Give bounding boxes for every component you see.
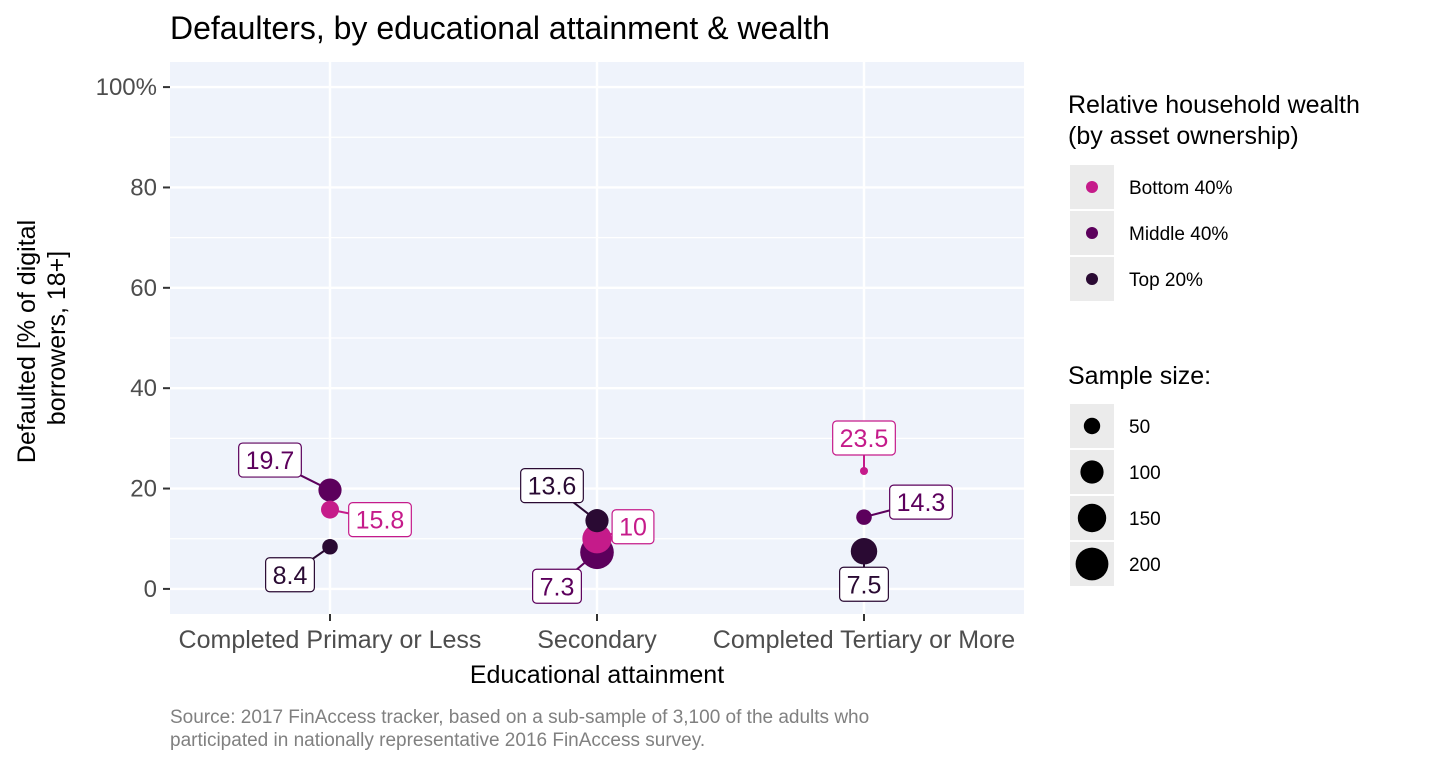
- y-tick-label: 80: [130, 174, 157, 201]
- legend-size-swatch: [1080, 460, 1104, 484]
- data-label-box: [238, 442, 302, 478]
- caption-line-2: participated in nationally representativ…: [170, 730, 705, 751]
- caption: Source: 2017 FinAccess tracker, based on…: [170, 707, 874, 751]
- data-label: 13.6: [528, 473, 577, 501]
- data-label-box: [889, 484, 953, 520]
- y-axis-title-line-1: Defaulted [% of digital: [13, 220, 41, 463]
- data-point: [318, 478, 342, 502]
- data-label: 7.5: [847, 571, 882, 599]
- legend-wealth-title-line-2: (by asset ownership): [1068, 122, 1299, 150]
- legend-label: Middle 40%: [1129, 224, 1228, 245]
- data-point: [856, 509, 872, 525]
- legend-wealth-title: Relative household wealth (by asset owne…: [1068, 91, 1367, 150]
- data-label-box: [348, 502, 412, 538]
- y-tick-label: 40: [130, 375, 157, 402]
- legend-size-title: Sample size:: [1068, 362, 1211, 390]
- data-labels: 15.8 10 23.5 19.7 7.3 14.3 8.4 13.6 7.5: [238, 420, 953, 604]
- data-label: 15.8: [356, 507, 405, 535]
- legend-size-label: 100: [1129, 463, 1161, 484]
- legend-size-label: 50: [1129, 417, 1150, 438]
- data-point: [850, 538, 878, 565]
- y-axis-title-line-2: borrowers, 18+]: [43, 251, 71, 425]
- data-point: [582, 524, 612, 554]
- y-tick-label: 60: [130, 275, 157, 302]
- legend-wealth: Relative household wealth (by asset owne…: [1068, 91, 1367, 301]
- x-tick-label: Completed Primary or Less: [179, 626, 482, 654]
- legend-size-swatch: [1077, 503, 1107, 533]
- legend-swatch: [1086, 273, 1098, 285]
- y-axis-title: Defaulted [% of digital borrowers, 18+]: [13, 213, 71, 463]
- x-axis: Completed Primary or Less Secondary Comple…: [179, 614, 1015, 654]
- legend-label: Bottom 40%: [1129, 178, 1233, 199]
- data-label-box: [832, 420, 896, 456]
- legend-label: Top 20%: [1129, 270, 1203, 291]
- y-tick-label: 0: [144, 576, 157, 603]
- x-tick-label: Secondary: [537, 626, 657, 654]
- data-point: [585, 509, 609, 533]
- legend-wealth-title-line-1: Relative household wealth: [1068, 91, 1360, 119]
- data-label: 8.4: [273, 562, 308, 590]
- legend-sample-size: Sample size: 50 100 150 200: [1068, 362, 1211, 586]
- data-label-box: [265, 557, 315, 593]
- data-label: 23.5: [840, 425, 889, 453]
- data-point: [322, 538, 338, 555]
- data-label-box: [611, 509, 655, 545]
- data-label: 10: [619, 514, 647, 542]
- y-tick-label: 100%: [96, 74, 157, 101]
- data-label: 7.3: [540, 573, 575, 601]
- legend-swatch: [1086, 181, 1098, 193]
- legend-swatch: [1086, 227, 1098, 239]
- x-tick-label: Completed Tertiary or More: [713, 626, 1015, 654]
- legend-size-label: 150: [1129, 509, 1161, 530]
- data-label: 19.7: [246, 447, 295, 475]
- data-points: [318, 466, 878, 570]
- data-point: [859, 466, 869, 476]
- grid-lines: [170, 62, 1024, 614]
- data-label: 14.3: [897, 489, 946, 517]
- y-tick-label: 20: [130, 476, 157, 503]
- data-point: [321, 500, 339, 519]
- data-label-box: [532, 568, 582, 604]
- data-label-box: [520, 468, 584, 504]
- x-axis-title: Educational attainment: [470, 661, 724, 689]
- chart-title: Defaulters, by educational attainment & …: [170, 10, 830, 46]
- legend-size-swatch: [1075, 547, 1109, 581]
- y-axis: 0 20 40 60 80 100%: [96, 74, 170, 603]
- caption-line-1: Source: 2017 FinAccess tracker, based on…: [170, 707, 869, 728]
- data-label-box: [839, 566, 889, 602]
- legend-size-swatch: [1083, 417, 1101, 435]
- legend-size-label: 200: [1129, 555, 1161, 576]
